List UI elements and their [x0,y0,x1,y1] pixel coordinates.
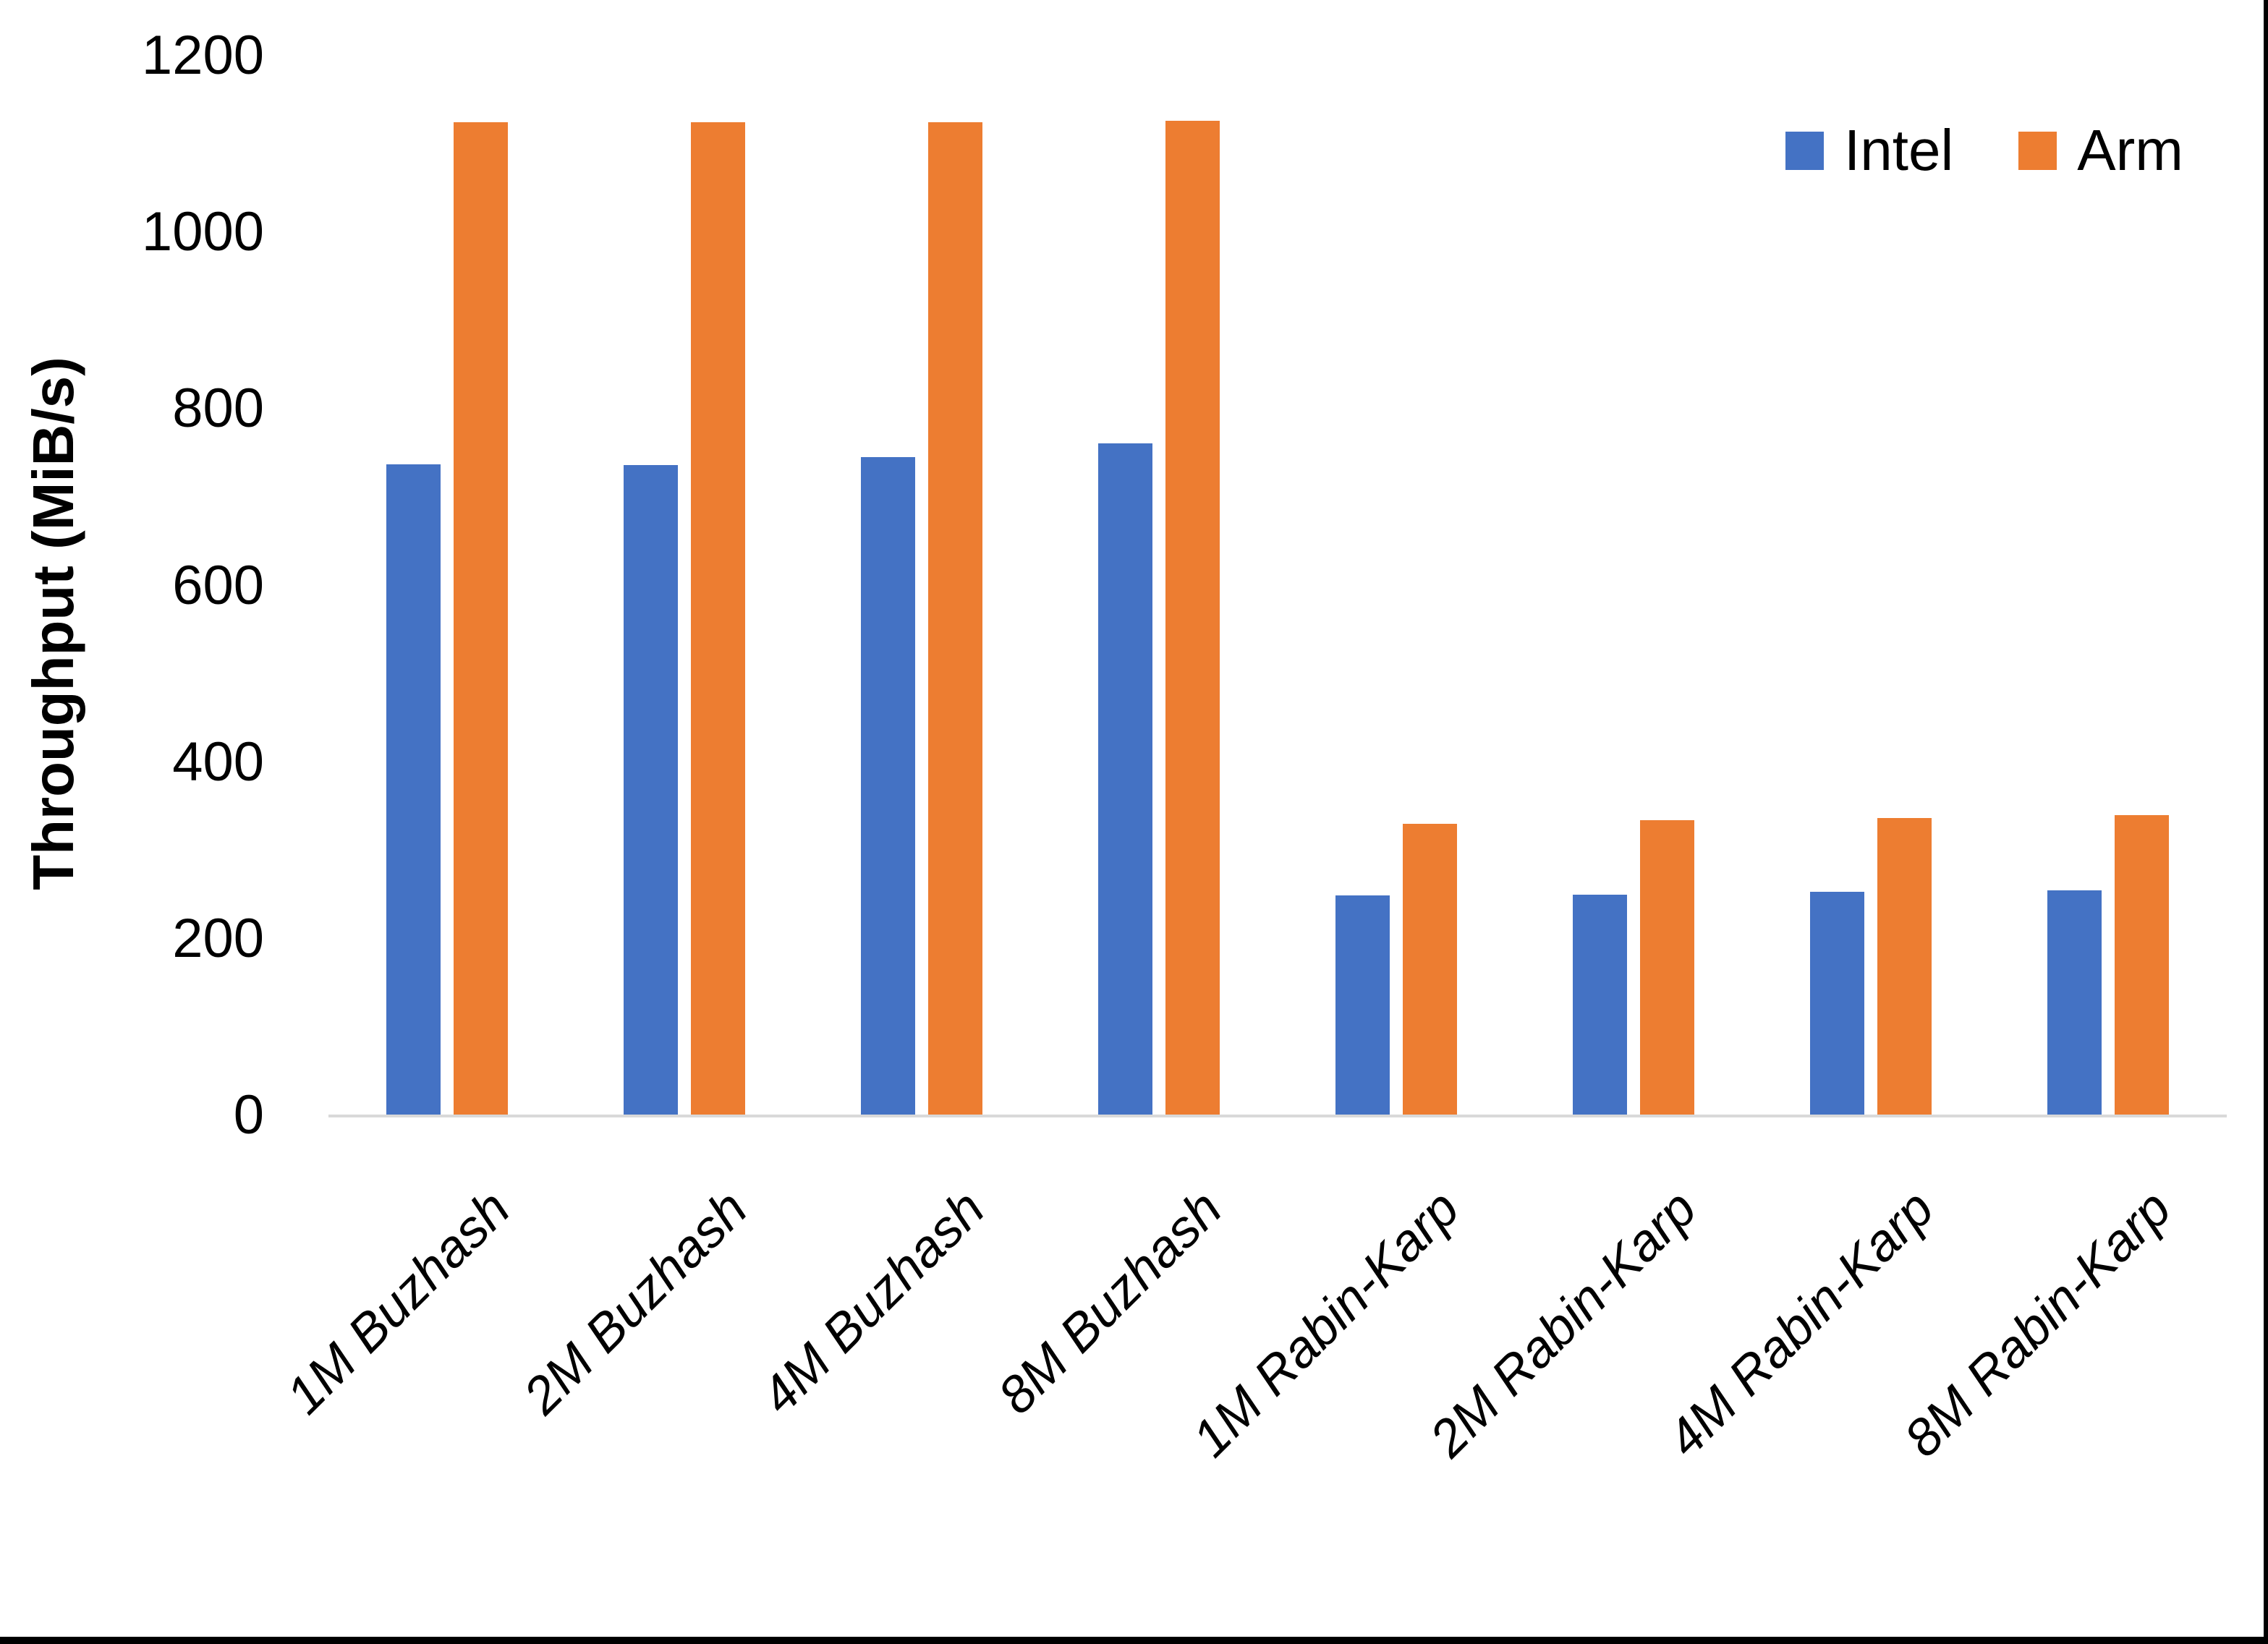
legend-swatch-arm [2018,131,2057,170]
bar-intel-8m-rabin-karp [2047,890,2102,1115]
bar-arm-1m-buzhash [454,122,508,1115]
bar-arm-1m-rabin-karp [1403,824,1457,1115]
bar-intel-2m-buzhash [624,465,678,1115]
bar-intel-8m-buzhash [1098,443,1152,1115]
bar-arm-2m-rabin-karp [1640,820,1694,1115]
y-axis-tick-label: 600 [172,554,264,616]
x-axis-category-label: 4M Buzhash [749,1179,996,1426]
x-axis-category-label: 2M Rabin-Karp [1419,1179,1708,1468]
x-axis-category-label: 2M Buzhash [512,1179,759,1426]
x-axis-category-label: 1M Buzhash [275,1179,522,1426]
bar-intel-1m-buzhash [386,464,441,1115]
x-axis-line [328,1115,2227,1117]
y-axis-tick-label: 200 [172,907,264,969]
x-axis-category-label: 8M Buzhash [987,1179,1233,1426]
legend-label-arm: Arm [2077,118,2183,182]
x-axis-category-label: 4M Rabin-Karp [1656,1179,1945,1468]
window-edge-right [2264,0,2268,1644]
bar-arm-2m-buzhash [691,122,745,1115]
bar-intel-4m-rabin-karp [1810,892,1864,1115]
x-axis-category-label: 8M Rabin-Karp [1893,1179,2183,1468]
bar-arm-8m-rabin-karp [2115,815,2169,1115]
bar-intel-2m-rabin-karp [1573,895,1627,1115]
y-axis-tick-label: 400 [172,731,264,793]
legend-item-arm: Arm [2018,122,2183,179]
bar-arm-8m-buzhash [1165,121,1220,1115]
legend: Intel Arm [1785,122,2183,179]
x-axis-category-label: 1M Rabin-Karp [1181,1179,1471,1468]
bar-intel-1m-rabin-karp [1335,895,1390,1115]
bar-intel-4m-buzhash [861,457,915,1115]
y-axis-title: Throughput (MiB/s) [21,357,85,890]
bar-arm-4m-rabin-karp [1877,818,1932,1115]
y-axis-tick-label: 800 [172,378,264,440]
bar-arm-4m-buzhash [928,122,982,1115]
window-edge-bottom [0,1637,2268,1644]
legend-label-intel: Intel [1844,118,1954,182]
y-axis-tick-label: 1200 [141,25,264,86]
y-axis-tick-label: 1000 [141,201,264,263]
legend-item-intel: Intel [1785,122,1953,179]
legend-swatch-intel [1785,131,1824,170]
y-axis-tick-label: 0 [233,1084,264,1146]
